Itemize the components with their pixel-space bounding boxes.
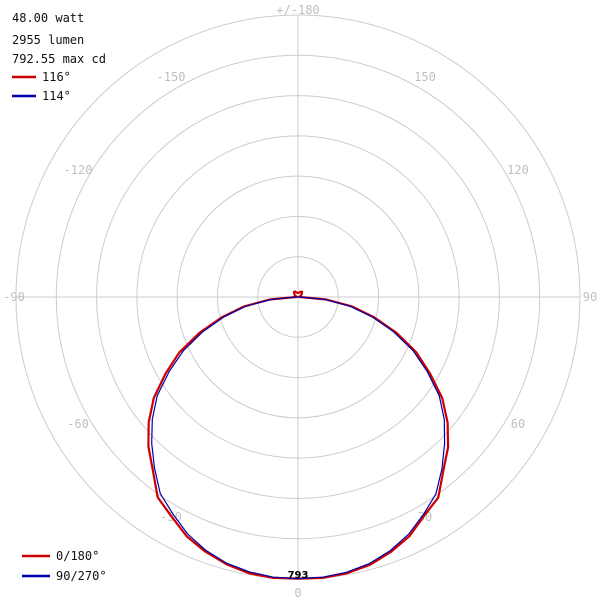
angle-label: 90 xyxy=(583,290,597,304)
angle-label: 60 xyxy=(511,417,525,431)
max-cd-text: 792.55 max cd xyxy=(12,52,106,66)
power-text: 48.00 watt xyxy=(12,11,84,25)
bottom-legend-label-2: 90/270° xyxy=(56,569,107,583)
angle-label: 0 xyxy=(294,586,301,600)
angle-label: 150 xyxy=(414,70,436,84)
top-legend-label-1: 116° xyxy=(42,70,71,84)
angle-label: -60 xyxy=(67,417,89,431)
angle-label: -120 xyxy=(64,163,93,177)
top-legend-label-2: 114° xyxy=(42,89,71,103)
lumen-text: 2955 lumen xyxy=(12,33,84,47)
max-intensity-label: 793 xyxy=(288,570,309,581)
angle-label: -150 xyxy=(157,70,186,84)
series-90-270-curve xyxy=(151,296,446,580)
info-panel: 48.00 watt 2955 lumen 792.55 max cd xyxy=(12,11,106,66)
angle-label: -90 xyxy=(3,290,25,304)
top-legend: 116° 114° xyxy=(12,70,71,103)
angle-label: +/-180 xyxy=(276,3,319,17)
angle-label: 120 xyxy=(507,163,529,177)
bottom-legend: 0/180° 90/270° xyxy=(22,549,107,583)
bottom-legend-label-1: 0/180° xyxy=(56,549,99,563)
intensity-curves xyxy=(147,290,450,580)
